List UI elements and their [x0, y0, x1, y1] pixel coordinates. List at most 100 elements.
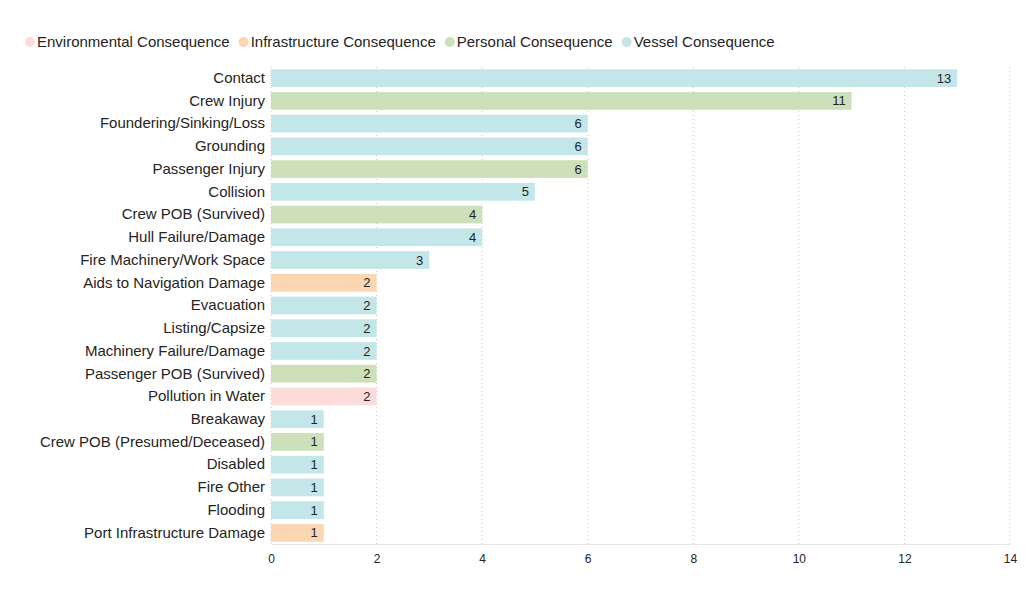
legend-label: Personal Consequence [457, 33, 613, 50]
grid-line [693, 67, 694, 544]
y-tick: Foundering/Sinking/Loss [100, 114, 271, 131]
bar [271, 69, 957, 87]
data-label: 2 [363, 344, 370, 359]
y-tick-label: Crew Injury [189, 92, 265, 109]
x-tick: 8 [690, 544, 697, 566]
y-tick: Machinery Failure/Damage [85, 342, 271, 359]
y-tick: Pollution in Water [148, 387, 271, 404]
x-tick-label: 10 [793, 552, 807, 566]
data-label: 2 [363, 321, 370, 336]
legend-marker [445, 37, 455, 47]
bar [271, 410, 324, 428]
data-label: 4 [469, 207, 476, 222]
bar [271, 456, 324, 474]
y-tick: Crew POB (Survived) [122, 205, 271, 222]
bar [271, 137, 588, 155]
bar [271, 433, 324, 451]
x-tick: 0 [268, 544, 275, 566]
y-tick-label: Aids to Navigation Damage [83, 274, 265, 291]
y-tick: Fire Other [197, 478, 271, 495]
data-label: 1 [311, 503, 318, 518]
grid-line [798, 67, 799, 544]
bar [271, 274, 377, 292]
legend-item: Vessel Consequence [622, 33, 775, 50]
legend-marker [25, 37, 35, 47]
y-tick: Breakaway [191, 410, 271, 427]
y-tick: Aids to Navigation Damage [83, 274, 271, 291]
data-label: 1 [311, 480, 318, 495]
bar [271, 365, 377, 383]
legend-label: Infrastructure Consequence [251, 33, 436, 50]
legend-marker [239, 37, 249, 47]
x-tick: 6 [585, 544, 592, 566]
y-tick-label: Evacuation [191, 296, 265, 313]
legend: Environmental Consequence Infrastructure … [25, 33, 775, 50]
bar [271, 388, 377, 406]
bar [271, 115, 588, 133]
y-tick: Fire Machinery/Work Space [80, 251, 271, 268]
x-tick: 14 [1004, 544, 1018, 566]
y-tick-label: Passenger Injury [152, 160, 265, 177]
y-tick: Disabled [207, 455, 271, 472]
chart: 2211164211366543222111102468101214Contac… [0, 0, 1032, 612]
y-tick-label: Foundering/Sinking/Loss [100, 114, 265, 131]
bar [271, 251, 429, 269]
y-tick: Passenger Injury [152, 160, 271, 177]
data-label: 11 [832, 93, 846, 108]
y-tick-label: Machinery Failure/Damage [85, 342, 265, 359]
legend-label: Environmental Consequence [37, 33, 230, 50]
y-tick-label: Flooding [207, 501, 265, 518]
data-label: 1 [311, 434, 318, 449]
x-axis: 0 2 4 6 8 10 12 14 [268, 544, 1017, 566]
y-tick-label: Crew POB (Presumed/Deceased) [40, 433, 265, 450]
bar [271, 524, 324, 542]
x-tick-label: 8 [690, 552, 697, 566]
data-label: 2 [363, 298, 370, 313]
legend-item: Infrastructure Consequence [239, 33, 436, 50]
y-tick: Passenger POB (Survived) [85, 365, 271, 382]
x-tick-label: 2 [374, 552, 381, 566]
bar [271, 479, 324, 497]
data-label: 4 [469, 230, 476, 245]
grid-line [904, 67, 905, 544]
y-tick-label: Pollution in Water [148, 387, 265, 404]
y-tick: Hull Failure/Damage [128, 228, 271, 245]
y-axis: Contact Crew Injury Foundering/Sinking/Los… [40, 69, 271, 541]
y-tick: Grounding [195, 137, 271, 154]
y-tick-label: Listing/Capsize [163, 319, 265, 336]
data-label: 6 [574, 139, 581, 154]
data-label: 2 [363, 366, 370, 381]
data-label: 13 [937, 71, 951, 86]
y-tick-label: Passenger POB (Survived) [85, 365, 265, 382]
legend-marker [622, 37, 632, 47]
y-tick-label: Contact [213, 69, 266, 86]
x-tick-label: 14 [1004, 552, 1018, 566]
legend-item: Personal Consequence [445, 33, 613, 50]
data-label: 2 [363, 389, 370, 404]
y-tick-label: Grounding [195, 137, 265, 154]
data-label: 1 [311, 525, 318, 540]
data-labels: 22111642113665432221111 [311, 71, 952, 541]
y-tick: Evacuation [191, 296, 271, 313]
x-tick: 12 [898, 544, 912, 566]
grid-line [1010, 67, 1011, 544]
bar [271, 342, 377, 360]
bar [271, 228, 482, 246]
bar [271, 206, 482, 224]
y-tick: Listing/Capsize [163, 319, 271, 336]
x-axis-line [272, 544, 1011, 545]
data-label: 6 [574, 162, 581, 177]
y-tick: Contact [213, 69, 271, 86]
data-label: 6 [574, 116, 581, 131]
data-label: 2 [363, 275, 370, 290]
bar [271, 92, 852, 110]
x-tick: 4 [479, 544, 486, 566]
y-tick: Port Infrastructure Damage [84, 524, 271, 541]
bar [271, 297, 377, 315]
y-tick-label: Fire Machinery/Work Space [80, 251, 265, 268]
y-tick-label: Disabled [207, 455, 265, 472]
y-tick-label: Hull Failure/Damage [128, 228, 265, 245]
data-label: 1 [311, 457, 318, 472]
legend-label: Vessel Consequence [634, 33, 775, 50]
y-tick-label: Fire Other [197, 478, 265, 495]
